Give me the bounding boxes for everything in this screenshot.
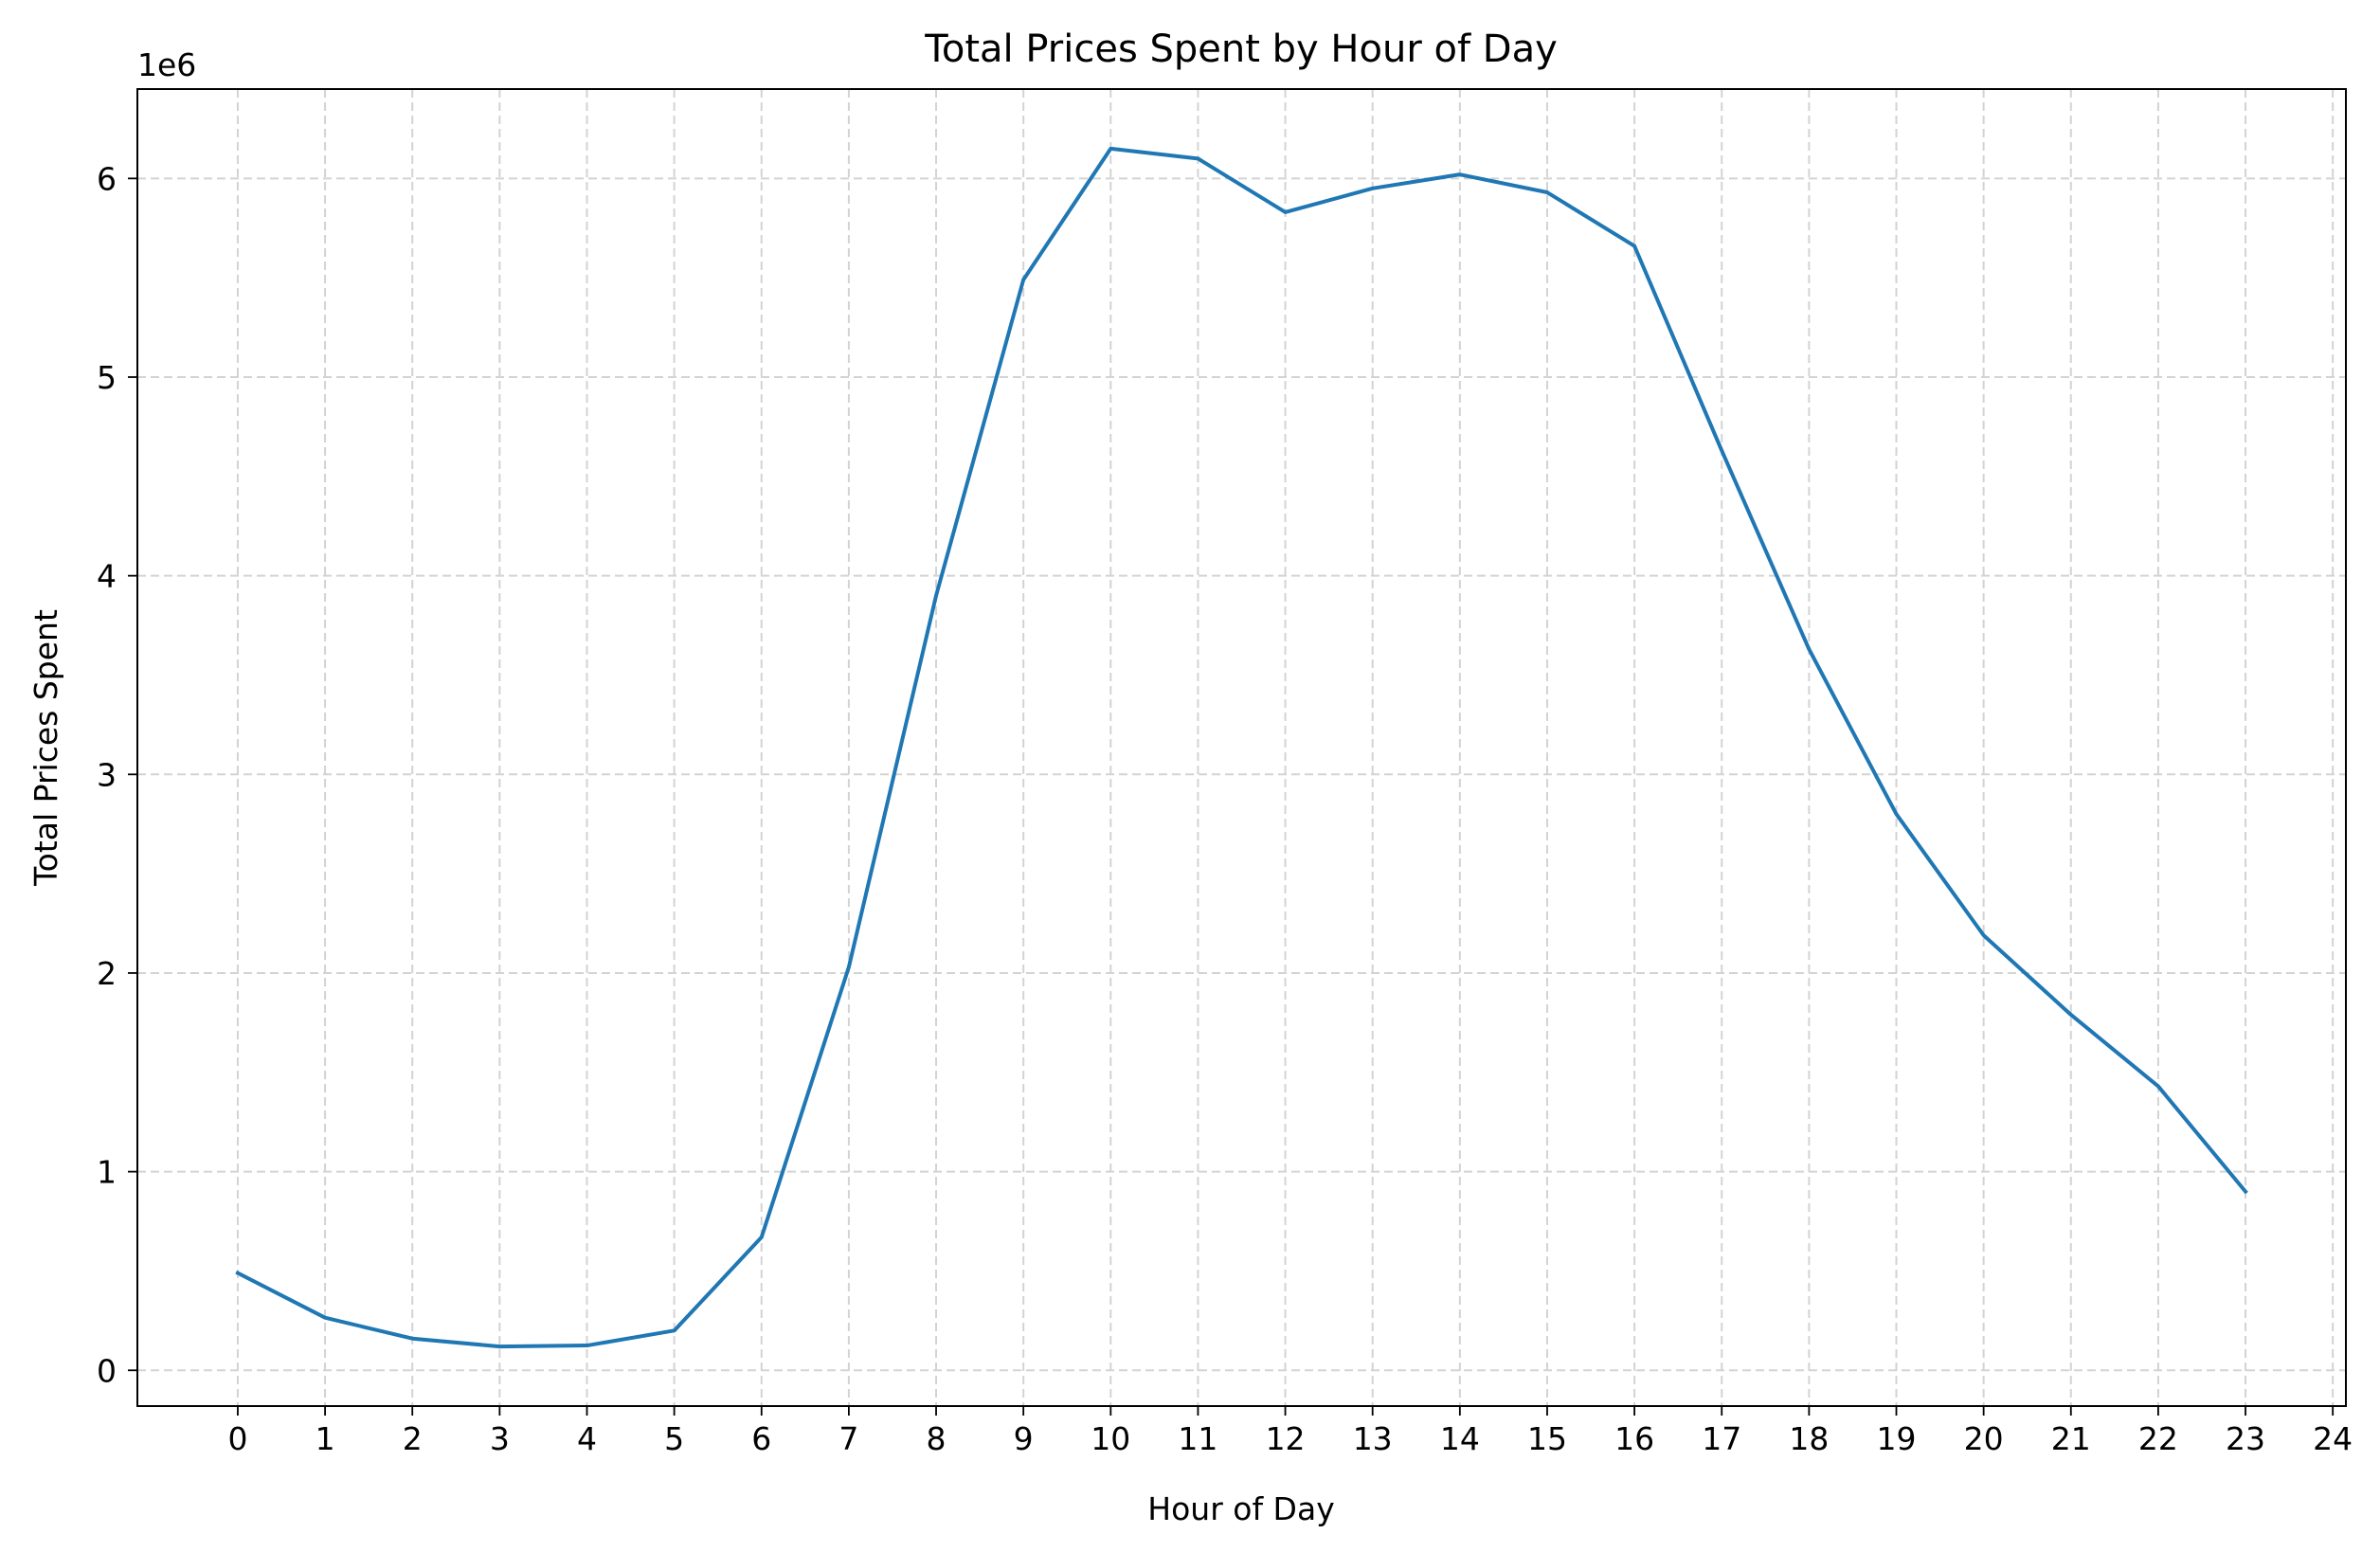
y-tick-label: 4 [97,558,117,595]
plot-frame [136,88,2347,1407]
x-tick-label: 9 [1014,1420,1034,1457]
x-tick-label: 15 [1527,1420,1567,1457]
y-tick-label: 0 [97,1352,117,1389]
x-tick-label: 3 [490,1420,510,1457]
x-tick-label: 6 [751,1420,771,1457]
x-tick-label: 19 [1877,1420,1917,1457]
series-line [235,146,2248,1349]
x-tick-label: 18 [1789,1420,1829,1457]
y-axis-label: Total Prices Spent [27,609,64,887]
x-tick-label: 12 [1266,1420,1306,1457]
x-tick-label: 13 [1353,1420,1393,1457]
x-tick-label: 23 [2226,1420,2265,1457]
y-axis-ticks: 0 1 2 3 4 5 6 [97,160,137,1389]
x-axis-label: Hour of Day [1147,1490,1334,1527]
y-tick-label: 3 [97,756,117,793]
y-tick-label: 6 [97,160,117,197]
y-tick-label: 1 [97,1154,117,1191]
x-tick-label: 24 [2313,1420,2353,1457]
x-tick-label: 4 [577,1420,597,1457]
x-tick-label: 17 [1702,1420,1741,1457]
x-tick-label: 21 [2051,1420,2091,1457]
y-axis-offset-label: 1e6 [137,46,196,83]
x-tick-label: 10 [1091,1420,1130,1457]
x-axis-ticks: 0 1 2 3 4 5 6 7 8 9 10 11 12 13 14 15 16 17 18 19 20 21 22 23 24 [227,1406,2353,1457]
x-tick-label: 14 [1440,1420,1480,1457]
x-tick-label: 11 [1178,1420,1217,1457]
x-tick-label: 1 [316,1420,335,1457]
grid [137,89,2346,1406]
x-tick-label: 5 [664,1420,684,1457]
x-tick-label: 20 [1964,1420,2004,1457]
x-tick-label: 7 [838,1420,858,1457]
chart-title: Total Prices Spent by Hour of Day [924,27,1558,71]
x-tick-label: 0 [227,1420,247,1457]
y-tick-label: 5 [97,359,117,396]
y-tick-label: 2 [97,955,117,992]
x-tick-label: 22 [2138,1420,2178,1457]
x-tick-label: 16 [1614,1420,1654,1457]
x-tick-label: 2 [403,1420,423,1457]
x-tick-label: 8 [927,1420,947,1457]
series [235,146,2248,1349]
